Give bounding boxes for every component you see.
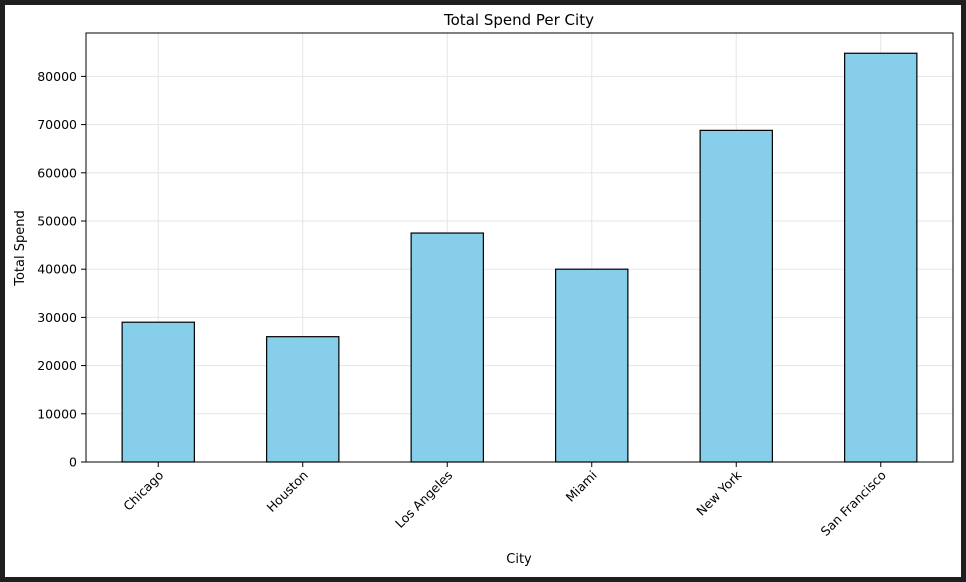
bar-los-angeles — [410, 232, 484, 463]
y-tick-label: 40000 — [37, 262, 77, 277]
y-tick-label: 0 — [69, 455, 77, 470]
axes — [81, 32, 954, 467]
chart-title: Total Spend Per City — [443, 11, 594, 29]
bar-new-york — [699, 129, 773, 463]
bars — [121, 52, 918, 463]
x-axis-label: City — [506, 552, 532, 567]
x-tick-label: Miami — [563, 468, 600, 505]
y-tick-label: 10000 — [37, 406, 77, 421]
x-tick-label: San Francisco — [818, 468, 889, 539]
x-tick-label: New York — [693, 467, 745, 519]
grid — [86, 33, 953, 463]
y-tick-label: 60000 — [37, 165, 77, 180]
y-tick-label: 50000 — [37, 213, 77, 228]
x-tick-label: Los Angeles — [392, 468, 455, 531]
y-tick-label: 80000 — [37, 69, 77, 84]
y-tick-label: 70000 — [37, 117, 77, 132]
x-tick-label: Houston — [264, 468, 311, 515]
bar-chicago — [121, 321, 195, 463]
bar-miami — [555, 268, 629, 463]
y-axis-label: Total Spend — [13, 210, 28, 287]
plot-area-border — [85, 32, 954, 463]
bar-san-francisco — [844, 52, 918, 463]
x-tick-label: Chicago — [120, 468, 166, 514]
y-tick-label: 30000 — [37, 310, 77, 325]
bar-houston — [266, 336, 340, 463]
y-tick-label: 20000 — [37, 358, 77, 373]
